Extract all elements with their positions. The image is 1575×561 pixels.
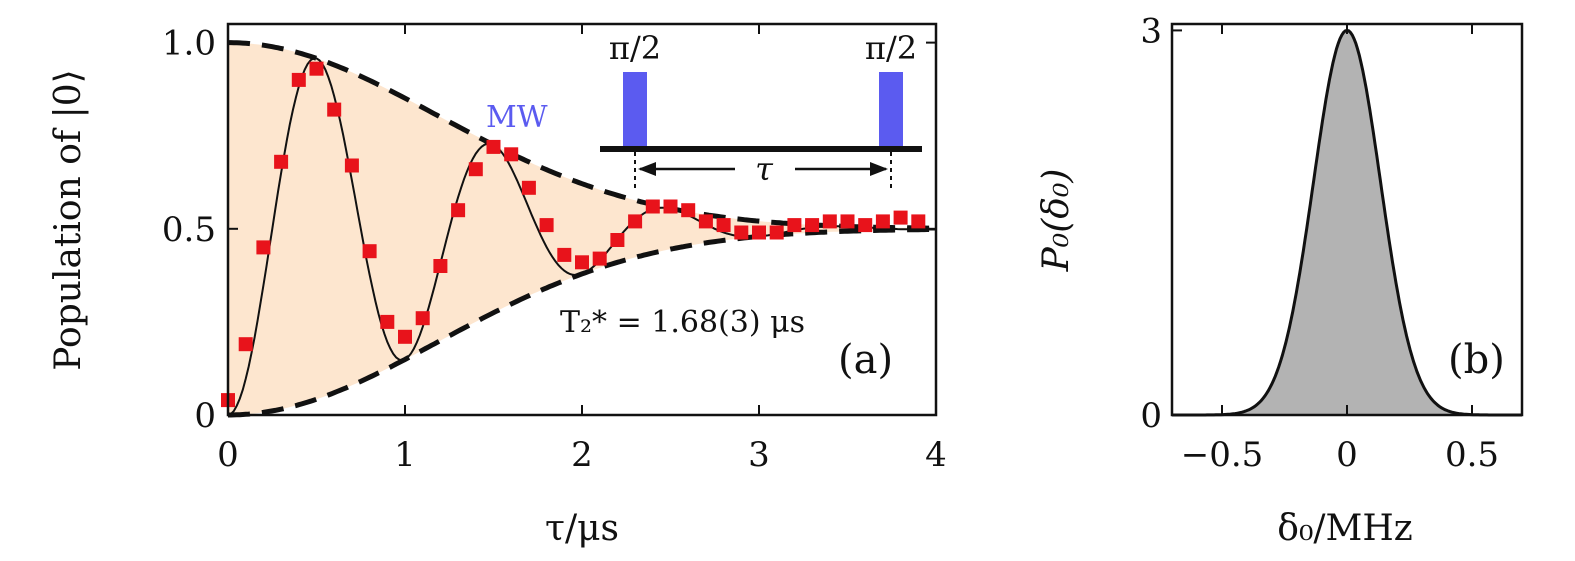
data-point	[238, 337, 253, 352]
panel-b: −0.5 0 0.5 0 3 (b) δ₀/MHz P₀(δ₀)	[1036, 11, 1524, 549]
x-tick-label: 0	[217, 435, 239, 475]
tau-arrow-head-left	[638, 162, 656, 176]
data-point	[539, 218, 554, 233]
y-tick-label: 0	[1140, 396, 1162, 436]
data-point	[734, 225, 749, 240]
x-tick-label: 0.5	[1445, 435, 1499, 475]
x-tick-label: 4	[925, 435, 947, 475]
data-point	[663, 199, 678, 214]
pulse-2	[879, 72, 903, 147]
panel-a: π/2 π/2 MW τ T₂* = 1.68(3) μs (a) 0 1 2 3 40…	[48, 22, 947, 549]
panel-b-xlabel: δ₀/MHz	[1277, 508, 1412, 549]
panel-b-ticks: −0.5 0 0.5 0 3	[1140, 11, 1499, 475]
data-point	[327, 102, 342, 117]
data-point	[610, 233, 625, 247]
data-point	[344, 158, 359, 173]
x-tick-label: 0	[1336, 435, 1358, 475]
panel-b-ylabel: P₀(δ₀)	[1036, 169, 1077, 273]
data-point	[875, 214, 890, 229]
data-point	[575, 255, 589, 270]
panel-a-ylabel: Population of |0⟩	[48, 69, 89, 370]
t2-annotation: T₂* = 1.68(3) μs	[560, 305, 805, 340]
data-point	[274, 154, 289, 169]
data-point	[415, 311, 430, 326]
tau-arrow-head-right	[870, 162, 888, 176]
data-point	[893, 210, 908, 225]
data-point	[592, 251, 607, 266]
mw-label: MW	[486, 100, 548, 135]
panel-a-xlabel: τ/μs	[545, 508, 619, 549]
pulse-1	[623, 72, 647, 147]
data-point	[291, 72, 306, 87]
data-point	[398, 329, 412, 344]
data-point	[256, 240, 271, 255]
data-point	[557, 247, 572, 262]
data-point	[858, 218, 873, 233]
y-tick-label: 1.0	[162, 24, 216, 64]
data-point	[787, 218, 802, 233]
data-point	[769, 225, 784, 240]
panel-a-envelope-fill	[228, 42, 936, 415]
pulse-sequence-inset: π/2 π/2 MW τ	[486, 29, 922, 190]
data-point	[645, 199, 660, 214]
x-tick-label: −0.5	[1181, 435, 1264, 475]
x-tick-label: 2	[571, 435, 593, 475]
data-point	[451, 203, 466, 218]
data-point	[433, 259, 448, 273]
data-point	[486, 139, 501, 154]
data-point	[681, 203, 696, 218]
panel-a-data-points	[221, 61, 926, 408]
data-point	[911, 214, 926, 229]
panel-a-label: (a)	[838, 337, 893, 383]
data-point	[468, 162, 483, 177]
data-point	[362, 244, 377, 259]
x-tick-label: 1	[394, 435, 416, 475]
x-tick-label: 3	[748, 435, 770, 475]
data-point	[822, 214, 837, 229]
data-point	[698, 214, 713, 229]
data-point	[521, 180, 536, 195]
y-tick-label: 3	[1140, 11, 1162, 51]
panel-b-area-fill	[1172, 30, 1522, 416]
pulse-label-1: π/2	[609, 29, 661, 67]
data-point	[380, 314, 395, 329]
panel-a-ticks: 0 1 2 3 4 0 0.5 1.0	[162, 24, 947, 475]
data-point	[716, 218, 731, 233]
y-tick-label: 0.5	[162, 210, 216, 250]
data-point	[840, 214, 855, 229]
data-point	[309, 61, 324, 76]
data-point	[752, 225, 766, 240]
y-tick-label: 0	[194, 396, 216, 436]
data-point	[628, 214, 643, 229]
data-point	[805, 218, 820, 233]
tau-label: τ	[755, 150, 774, 188]
data-point	[504, 147, 519, 162]
pulse-label-2: π/2	[865, 29, 917, 67]
panel-b-label: (b)	[1448, 337, 1505, 383]
